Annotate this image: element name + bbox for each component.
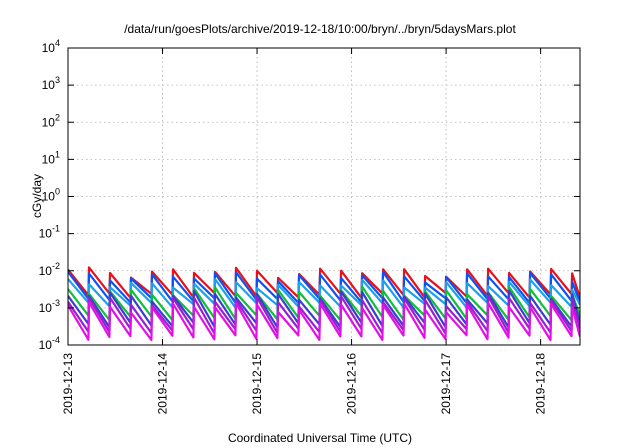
y-tick-label: 103	[42, 75, 60, 92]
series-line	[68, 277, 580, 309]
series-line	[68, 285, 580, 322]
y-axis-label: cGy/day	[30, 174, 44, 218]
chart-title: /data/run/goesPlots/archive/2019-12-18/1…	[124, 22, 516, 36]
series-group	[68, 266, 580, 342]
series-line	[68, 266, 580, 299]
x-tick-label: 2019-12-17	[439, 353, 453, 415]
y-tick-label: 10-4	[39, 335, 60, 352]
y-tick-label: 104	[42, 38, 60, 55]
plot-frame	[67, 47, 581, 346]
y-tick-label: 10-1	[39, 224, 60, 241]
series-line	[68, 301, 580, 342]
axes	[67, 47, 581, 346]
series-line	[68, 289, 580, 329]
x-tick-label: 2019-12-15	[250, 353, 264, 415]
y-tick-label: 10-3	[39, 298, 60, 315]
y-tick-label: 102	[42, 112, 60, 129]
x-tick-label: 2019-12-13	[61, 353, 75, 415]
y-tick-label: 100	[42, 187, 60, 204]
series-line	[68, 270, 580, 304]
x-tick-label: 2019-12-14	[156, 353, 170, 415]
x-tick-labels: 2019-12-13 2019-12-14 2019-12-15 2019-12-16…	[61, 353, 548, 415]
series-line	[68, 295, 580, 335]
y-tick-labels: 10-4 10-3 10-2 10-1 100 101 102 103 104	[39, 38, 60, 352]
y-tick-label: 10-2	[39, 261, 60, 278]
y-tick-label: 101	[42, 149, 60, 166]
x-tick-label: 2019-12-18	[534, 353, 548, 415]
x-tick-label: 2019-12-16	[345, 353, 359, 415]
x-axis-label: Coordinated Universal Time (UTC)	[228, 431, 412, 445]
